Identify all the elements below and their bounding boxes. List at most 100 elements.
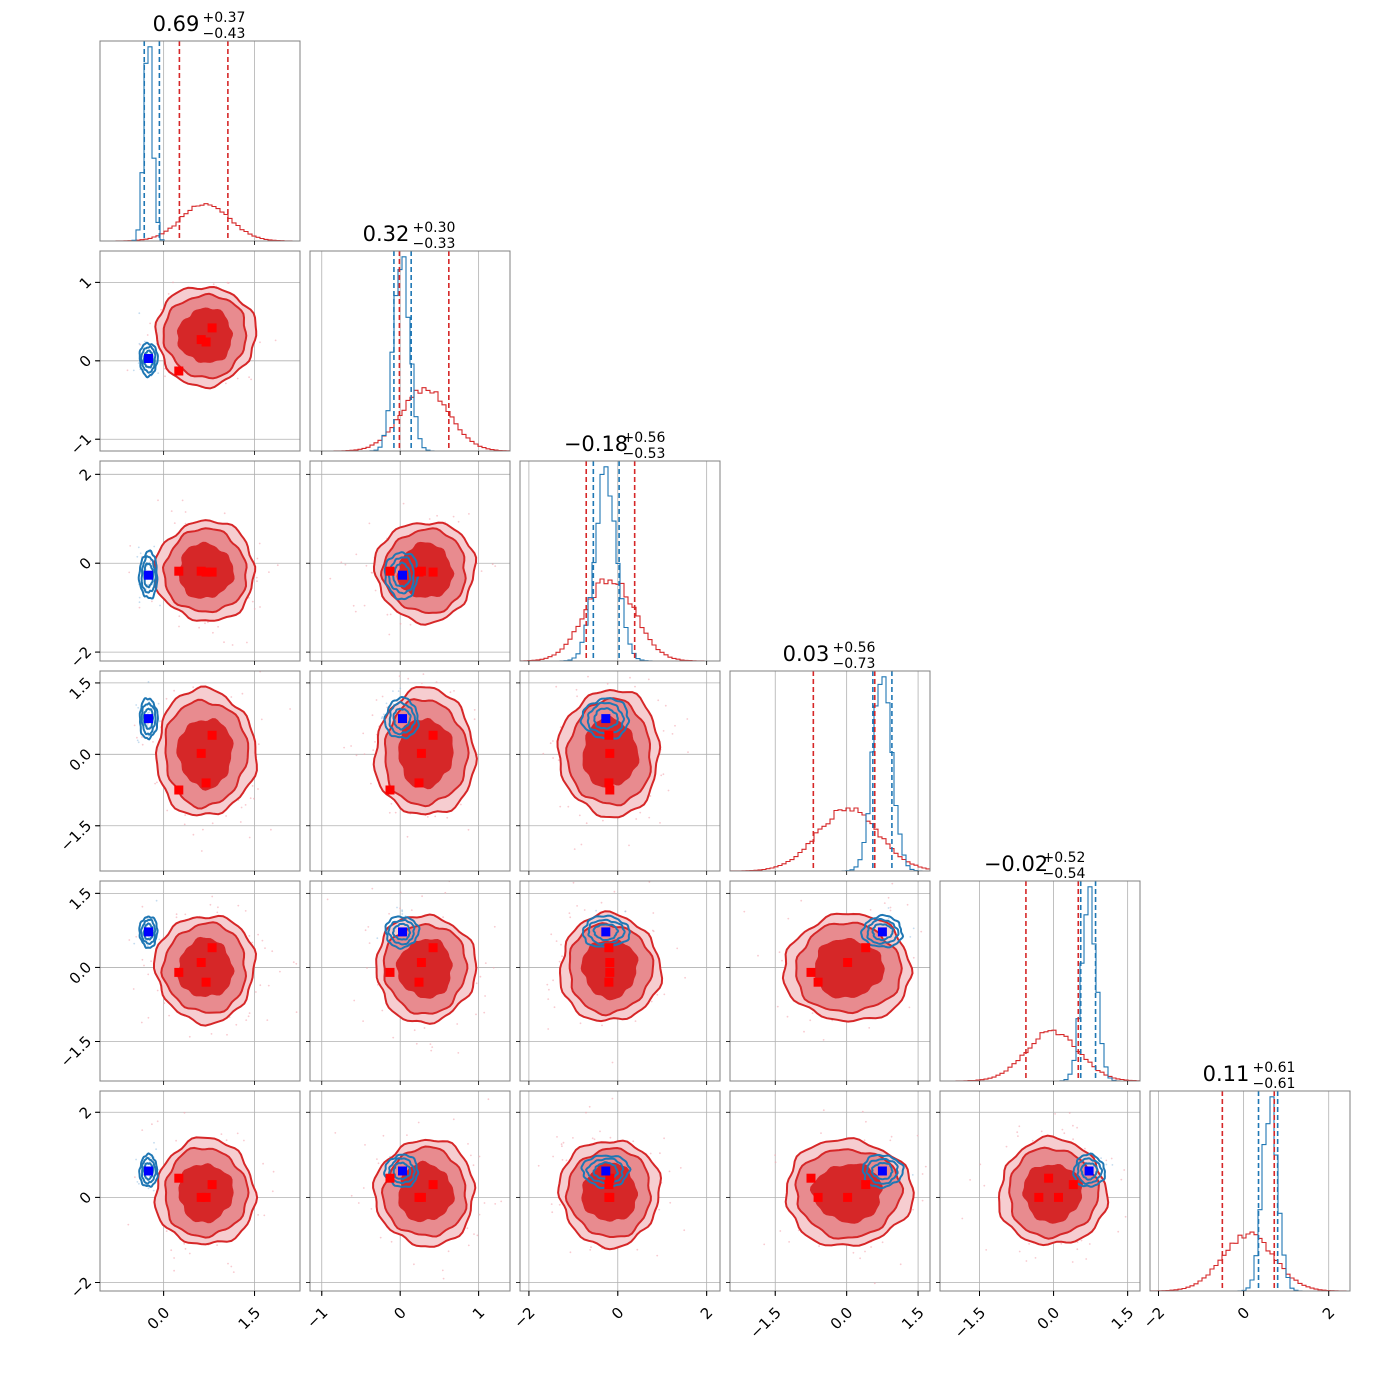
- sample-point: [173, 1269, 176, 1272]
- sample-point: [143, 964, 145, 967]
- sample-point: [355, 553, 358, 556]
- sample-point: [859, 1257, 861, 1260]
- sample-point: [428, 518, 431, 520]
- sample-point: [181, 499, 184, 502]
- sample-point: [492, 966, 495, 969]
- sample-point: [136, 739, 139, 742]
- sample-point: [166, 809, 169, 812]
- sample-point: [786, 1015, 789, 1018]
- blue-marker: [398, 1166, 407, 1176]
- x-tick-label: −2: [510, 1304, 538, 1332]
- sample-point: [561, 955, 563, 958]
- sample-point: [136, 736, 138, 739]
- sample-point: [366, 967, 368, 969]
- red-marker: [604, 1180, 614, 1190]
- sample-point: [139, 552, 142, 555]
- sample-point: [251, 941, 254, 944]
- sample-point: [889, 906, 892, 909]
- blue-marker: [398, 714, 407, 724]
- sample-point: [399, 907, 401, 910]
- sample-point: [559, 805, 562, 808]
- sample-point: [128, 939, 131, 941]
- sample-point: [470, 1154, 472, 1157]
- red-marker: [414, 567, 424, 577]
- scatter-panel-3-1: [128, 499, 279, 646]
- red-marker: [861, 943, 871, 953]
- sample-point: [180, 662, 182, 664]
- sample-point: [636, 1248, 639, 1251]
- sample-point: [226, 1033, 228, 1036]
- sample-point: [407, 677, 410, 680]
- sample-point: [248, 376, 251, 379]
- sample-point: [406, 1134, 408, 1136]
- sample-point: [558, 1203, 561, 1206]
- red-marker: [207, 943, 217, 953]
- sample-point: [248, 836, 251, 839]
- sample-point: [431, 1046, 434, 1048]
- sample-point: [129, 545, 132, 547]
- sample-point: [447, 1250, 450, 1253]
- sample-point: [629, 676, 631, 679]
- sample-point: [183, 1242, 186, 1245]
- blue-contour: [392, 1161, 412, 1181]
- blue-histogram-6: [1150, 1096, 1350, 1291]
- y-tick-label: −2: [67, 1273, 95, 1301]
- sample-point: [822, 1039, 825, 1041]
- sample-point: [334, 1132, 337, 1134]
- sample-point: [138, 596, 141, 599]
- x-tick-label: 1.5: [898, 1304, 928, 1334]
- scatter-panel-6-3: [537, 1097, 686, 1257]
- sample-point: [198, 626, 201, 629]
- axes-frame: [309, 670, 511, 872]
- sample-point: [220, 1133, 223, 1135]
- sample-point: [452, 1118, 455, 1121]
- sample-point: [141, 1129, 144, 1131]
- sample-point: [240, 806, 243, 809]
- sample-point: [249, 797, 252, 800]
- sample-point: [149, 322, 152, 325]
- sample-point: [472, 1164, 475, 1167]
- sample-point: [522, 982, 524, 984]
- y-tick-label: 0: [76, 1188, 95, 1207]
- scatter-panel-5-2: [326, 881, 524, 1054]
- sample-point: [781, 959, 783, 962]
- axes-frame: [519, 460, 721, 662]
- axes-frame: [939, 1090, 1141, 1292]
- red-marker: [604, 778, 614, 788]
- sample-point: [170, 510, 173, 512]
- sample-point: [569, 1251, 572, 1254]
- red-marker: [604, 1192, 614, 1202]
- sample-point: [192, 833, 195, 836]
- sample-point: [590, 1246, 592, 1249]
- sample-point: [948, 940, 950, 942]
- red-marker: [385, 1173, 395, 1183]
- sample-point: [392, 1036, 395, 1039]
- panel-title-2: 0.32: [363, 222, 410, 246]
- sample-point: [552, 979, 554, 982]
- red-histogram-3: [520, 578, 720, 661]
- blue-contour: [866, 918, 900, 945]
- blue-marker: [144, 570, 153, 580]
- sample-point: [433, 662, 435, 664]
- sample-point: [251, 600, 254, 603]
- sample-point: [423, 1027, 426, 1029]
- sample-point: [1028, 1243, 1030, 1245]
- sample-point: [225, 815, 228, 817]
- sample-point: [188, 1035, 191, 1038]
- red-marker: [605, 958, 615, 967]
- sample-point: [200, 850, 203, 852]
- sample-point: [223, 641, 225, 644]
- sample-point: [591, 1137, 594, 1140]
- sample-point: [216, 1244, 219, 1246]
- sample-point: [248, 1012, 251, 1014]
- sample-point: [650, 1000, 653, 1003]
- sample-point: [364, 929, 367, 932]
- axes-frame: [519, 880, 721, 1082]
- blue-marker: [144, 354, 153, 363]
- sample-point: [151, 1123, 153, 1126]
- blue-contour: [140, 555, 157, 594]
- sample-point: [686, 718, 689, 720]
- sample-point: [579, 1022, 582, 1025]
- blue-contour: [140, 918, 157, 946]
- sample-point: [548, 988, 550, 991]
